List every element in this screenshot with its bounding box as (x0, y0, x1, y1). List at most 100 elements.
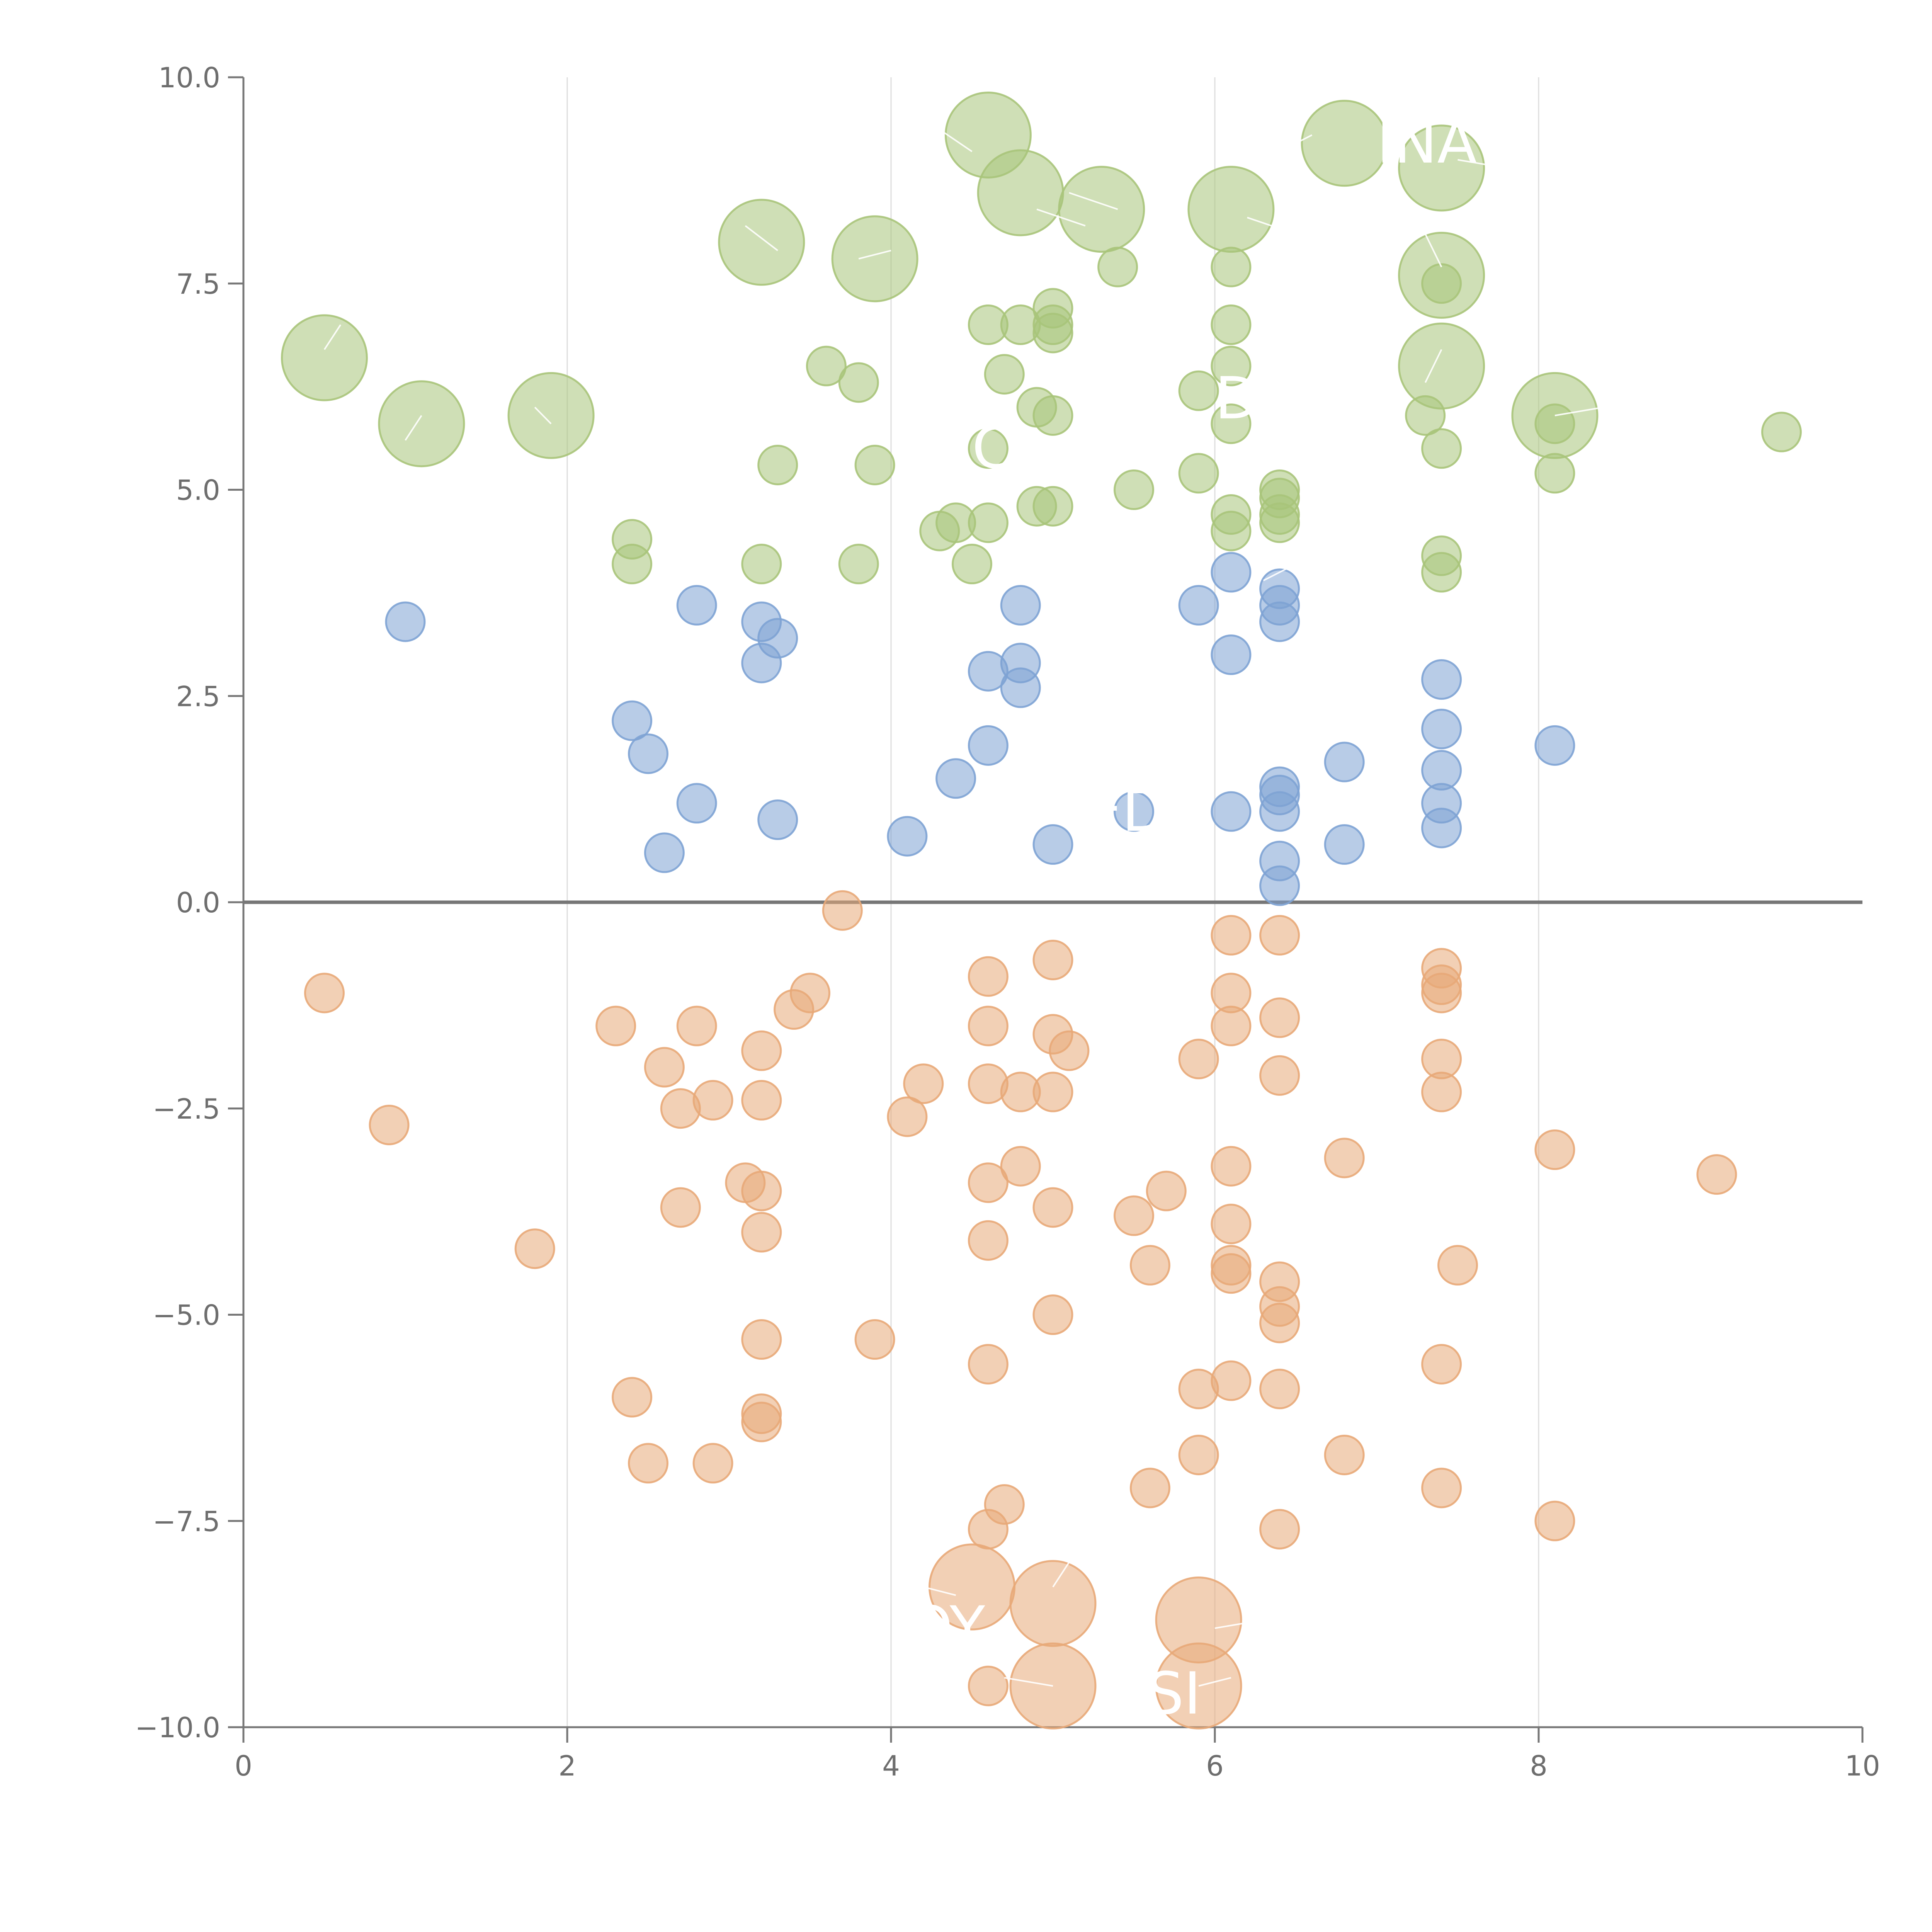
data-point (1421, 973, 1462, 1014)
data-point (822, 890, 863, 931)
data-point (628, 733, 668, 774)
data-point (1421, 1468, 1462, 1509)
data-point (1009, 1560, 1097, 1647)
data-point (660, 1187, 701, 1228)
data-point (1696, 1154, 1737, 1195)
data-point (1534, 1500, 1575, 1541)
data-point (660, 1088, 701, 1129)
data-point (968, 725, 1009, 766)
leader-line (858, 250, 891, 260)
data-point (935, 758, 976, 799)
data-point (1324, 824, 1365, 865)
data-point (741, 1170, 782, 1211)
annotation-label: OY (907, 1594, 985, 1662)
leader-line (1198, 1677, 1231, 1687)
data-point (968, 1162, 1009, 1203)
leader-line (1036, 143, 1070, 161)
data-point (1324, 1138, 1365, 1179)
data-point (968, 1665, 1009, 1706)
x-tick-label: 6 (1206, 1750, 1224, 1782)
leader-line (1424, 233, 1442, 267)
data-point (281, 314, 368, 401)
data-point (1421, 552, 1462, 593)
leader-line (1263, 563, 1296, 582)
data-point (968, 1509, 1009, 1550)
x-tick-label: 0 (235, 1750, 252, 1782)
data-point (1178, 1434, 1219, 1475)
data-point (1178, 1369, 1219, 1410)
data-point (1000, 585, 1041, 626)
data-point (1211, 247, 1252, 287)
data-point (887, 816, 928, 857)
data-point (1259, 865, 1300, 906)
annotations: INA D C ED OY OSI (907, 109, 1477, 1728)
data-point (1761, 412, 1802, 452)
data-point (1398, 322, 1485, 410)
data-point (1178, 585, 1219, 626)
data-point (1211, 403, 1252, 444)
data-point (1032, 939, 1073, 980)
x-tick-label: 4 (882, 1750, 900, 1782)
leader-line (923, 1586, 956, 1596)
data-point (919, 510, 960, 551)
data-point (1421, 1344, 1462, 1385)
data-point (1114, 469, 1154, 510)
data-point (1259, 997, 1300, 1038)
data-point (1000, 1146, 1041, 1187)
data-point (676, 1005, 717, 1046)
data-point (1178, 370, 1219, 411)
data-point (1259, 502, 1300, 543)
data-point (1211, 1204, 1252, 1245)
data-point (887, 1096, 928, 1137)
data-point (612, 700, 653, 741)
data-point (1324, 1434, 1365, 1475)
data-point (903, 1063, 944, 1104)
data-point (984, 354, 1025, 395)
data-point (1129, 1468, 1170, 1509)
y-tick-label: −5.0 (153, 1299, 220, 1332)
data-point (741, 1212, 782, 1253)
data-point (304, 973, 345, 1014)
data-point (1211, 304, 1252, 345)
leader-line (1214, 1619, 1264, 1629)
data-point (1032, 486, 1073, 527)
data-point (612, 1377, 653, 1418)
leader-lines (323, 118, 1604, 1687)
data-point (1437, 1245, 1478, 1286)
data-point (741, 544, 782, 585)
data-point (1049, 1030, 1090, 1071)
annotation-label: C (972, 415, 1013, 482)
data-point (1032, 395, 1073, 436)
data-point (1421, 1071, 1462, 1112)
data-point (838, 544, 879, 585)
data-point (676, 585, 717, 626)
data-point (1211, 1005, 1252, 1046)
data-point (968, 428, 1009, 469)
data-point (595, 1005, 636, 1046)
data-point (1211, 915, 1252, 956)
data-point (1534, 403, 1575, 444)
y-tick-label: 0.0 (176, 886, 220, 919)
data-point (1187, 166, 1275, 253)
data-point (718, 199, 805, 286)
data-points (281, 91, 1802, 1730)
data-point (741, 1030, 782, 1071)
data-point (968, 956, 1009, 997)
annotation-label: ED (1085, 777, 1167, 845)
data-point (1534, 1129, 1575, 1170)
data-point (968, 1344, 1009, 1385)
data-point (628, 1443, 668, 1484)
annotation-label: INA (1377, 109, 1477, 177)
x-tick-label: 2 (558, 1750, 576, 1782)
data-point (806, 345, 847, 386)
leader-line (1052, 1561, 1070, 1588)
data-point (831, 215, 918, 303)
data-point (385, 601, 426, 642)
data-point (1421, 263, 1462, 304)
data-point (1421, 659, 1462, 700)
data-point (1211, 791, 1252, 832)
data-point (507, 372, 595, 459)
data-point (369, 1104, 410, 1145)
annotation-label: OSI (1102, 1660, 1201, 1728)
